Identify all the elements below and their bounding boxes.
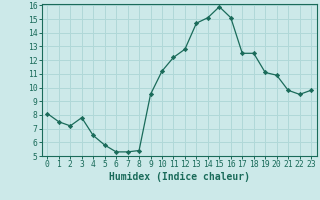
X-axis label: Humidex (Indice chaleur): Humidex (Indice chaleur) [109, 172, 250, 182]
